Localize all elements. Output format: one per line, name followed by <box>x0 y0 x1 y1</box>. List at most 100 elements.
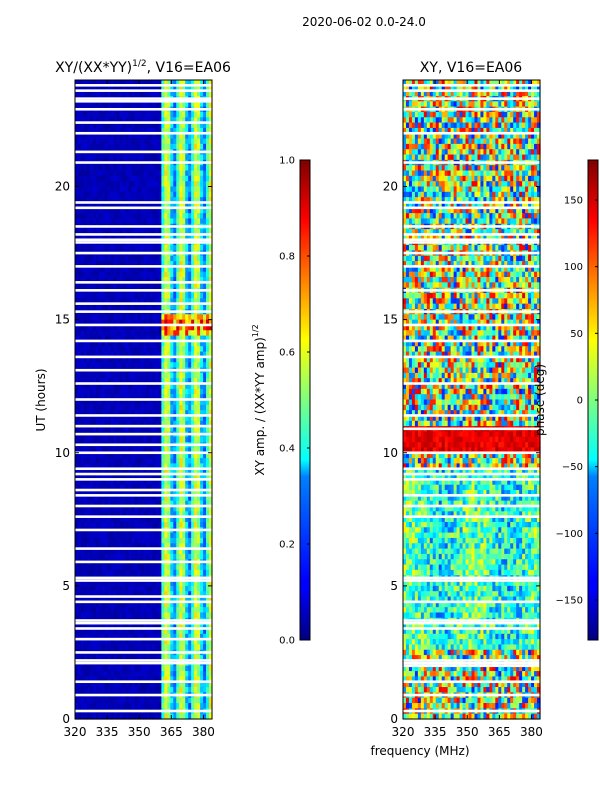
heatmap-cell <box>95 266 100 273</box>
heatmap-cell <box>173 266 177 273</box>
heatmap-cell <box>206 181 210 188</box>
heatmap-cell <box>134 303 139 310</box>
heatmap-cell <box>119 154 124 161</box>
heatmap-cell <box>83 234 88 241</box>
heatmap-cell <box>155 314 159 321</box>
heatmap-cell <box>179 197 183 204</box>
heatmap-cell <box>200 277 204 283</box>
heatmap-cell <box>152 261 157 267</box>
heatmap-cell <box>143 181 148 188</box>
heatmap-cell <box>170 191 174 198</box>
heatmap-cell <box>164 234 168 241</box>
heatmap-cell <box>203 186 207 193</box>
heatmap-cell <box>206 90 210 97</box>
heatmap-cell <box>176 165 180 172</box>
heatmap-cell <box>128 213 133 220</box>
heatmap-cell <box>167 356 171 363</box>
heatmap-cell <box>194 143 198 150</box>
heatmap-cell <box>188 293 192 299</box>
heatmap-cell <box>200 122 204 129</box>
heatmap-cell <box>137 314 142 321</box>
heatmap-cell <box>101 111 106 118</box>
heatmap-cell <box>191 303 195 310</box>
heatmap-cell <box>89 80 94 86</box>
heatmap-cell <box>128 261 133 267</box>
heatmap-cell <box>197 122 201 129</box>
heatmap-cell <box>206 351 210 358</box>
heatmap-cell <box>86 346 91 353</box>
heatmap-cell <box>95 127 100 134</box>
heatmap-cell <box>113 335 118 342</box>
heatmap-cell <box>128 138 133 145</box>
heatmap-cell <box>104 324 109 331</box>
heatmap-cell <box>197 143 201 150</box>
heatmap-cell <box>113 170 118 177</box>
heatmap-cell <box>203 218 207 225</box>
heatmap-cell <box>95 356 100 363</box>
heatmap-cell <box>152 80 157 86</box>
heatmap-cell <box>167 85 171 92</box>
heatmap-cell <box>188 319 192 326</box>
heatmap-cell <box>75 351 79 358</box>
heatmap-cell <box>125 335 130 342</box>
heatmap-cell <box>149 181 154 188</box>
heatmap-cell <box>110 303 115 310</box>
heatmap-cell <box>131 213 136 220</box>
heatmap-cell <box>104 186 109 193</box>
heatmap-cell <box>128 127 133 134</box>
heatmap-cell <box>173 356 177 363</box>
heatmap-cell <box>179 261 183 267</box>
heatmap-cell <box>104 330 109 337</box>
heatmap-cell <box>134 340 139 347</box>
heatmap-cell <box>137 324 142 331</box>
heatmap-cell <box>75 175 79 182</box>
heatmap-cell <box>77 117 82 124</box>
heatmap-cell <box>75 111 79 118</box>
heatmap-cell <box>158 197 162 204</box>
heatmap-cell <box>188 277 192 283</box>
heatmap-cell <box>131 181 136 188</box>
heatmap-cell <box>86 165 91 172</box>
heatmap-cell <box>191 351 195 358</box>
heatmap-cell <box>83 207 88 214</box>
heatmap-cell <box>107 85 112 92</box>
heatmap-cell <box>83 138 88 145</box>
heatmap-cell <box>95 122 100 129</box>
heatmap-cell <box>155 127 159 134</box>
heatmap-cell <box>209 143 213 150</box>
heatmap-cell <box>107 197 112 204</box>
heatmap-cell <box>185 293 189 299</box>
heatmap-cell <box>167 303 171 310</box>
heatmap-cell <box>182 314 186 321</box>
heatmap-cell <box>116 303 121 310</box>
heatmap-cell <box>149 202 154 209</box>
heatmap-cell <box>194 170 198 177</box>
heatmap-cell <box>182 143 186 150</box>
heatmap-cell <box>122 346 127 353</box>
heatmap-cell <box>110 340 115 347</box>
heatmap-cell <box>176 335 180 342</box>
heatmap-cell <box>152 138 157 145</box>
heatmap-cell <box>200 181 204 188</box>
heatmap-cell <box>134 127 139 134</box>
heatmap-cell <box>143 303 148 310</box>
heatmap-cell <box>128 191 133 198</box>
heatmap-cell <box>89 330 94 337</box>
heatmap-cell <box>170 261 174 267</box>
heatmap-cell <box>80 314 85 321</box>
heatmap-cell <box>206 127 210 134</box>
heatmap-cell <box>182 186 186 193</box>
heatmap-cell <box>158 266 162 273</box>
heatmap-cell <box>155 117 159 124</box>
heatmap-cell <box>77 127 82 134</box>
heatmap-cell <box>194 127 198 134</box>
heatmap-cell <box>161 351 165 358</box>
heatmap-cell <box>95 255 100 262</box>
heatmap-cell <box>125 255 130 262</box>
heatmap-cell <box>77 101 82 108</box>
heatmap-cell <box>86 90 91 97</box>
heatmap-cell <box>164 207 168 214</box>
heatmap-cell <box>167 218 171 225</box>
heatmap-cell <box>89 85 94 92</box>
heatmap-cell <box>155 133 159 140</box>
